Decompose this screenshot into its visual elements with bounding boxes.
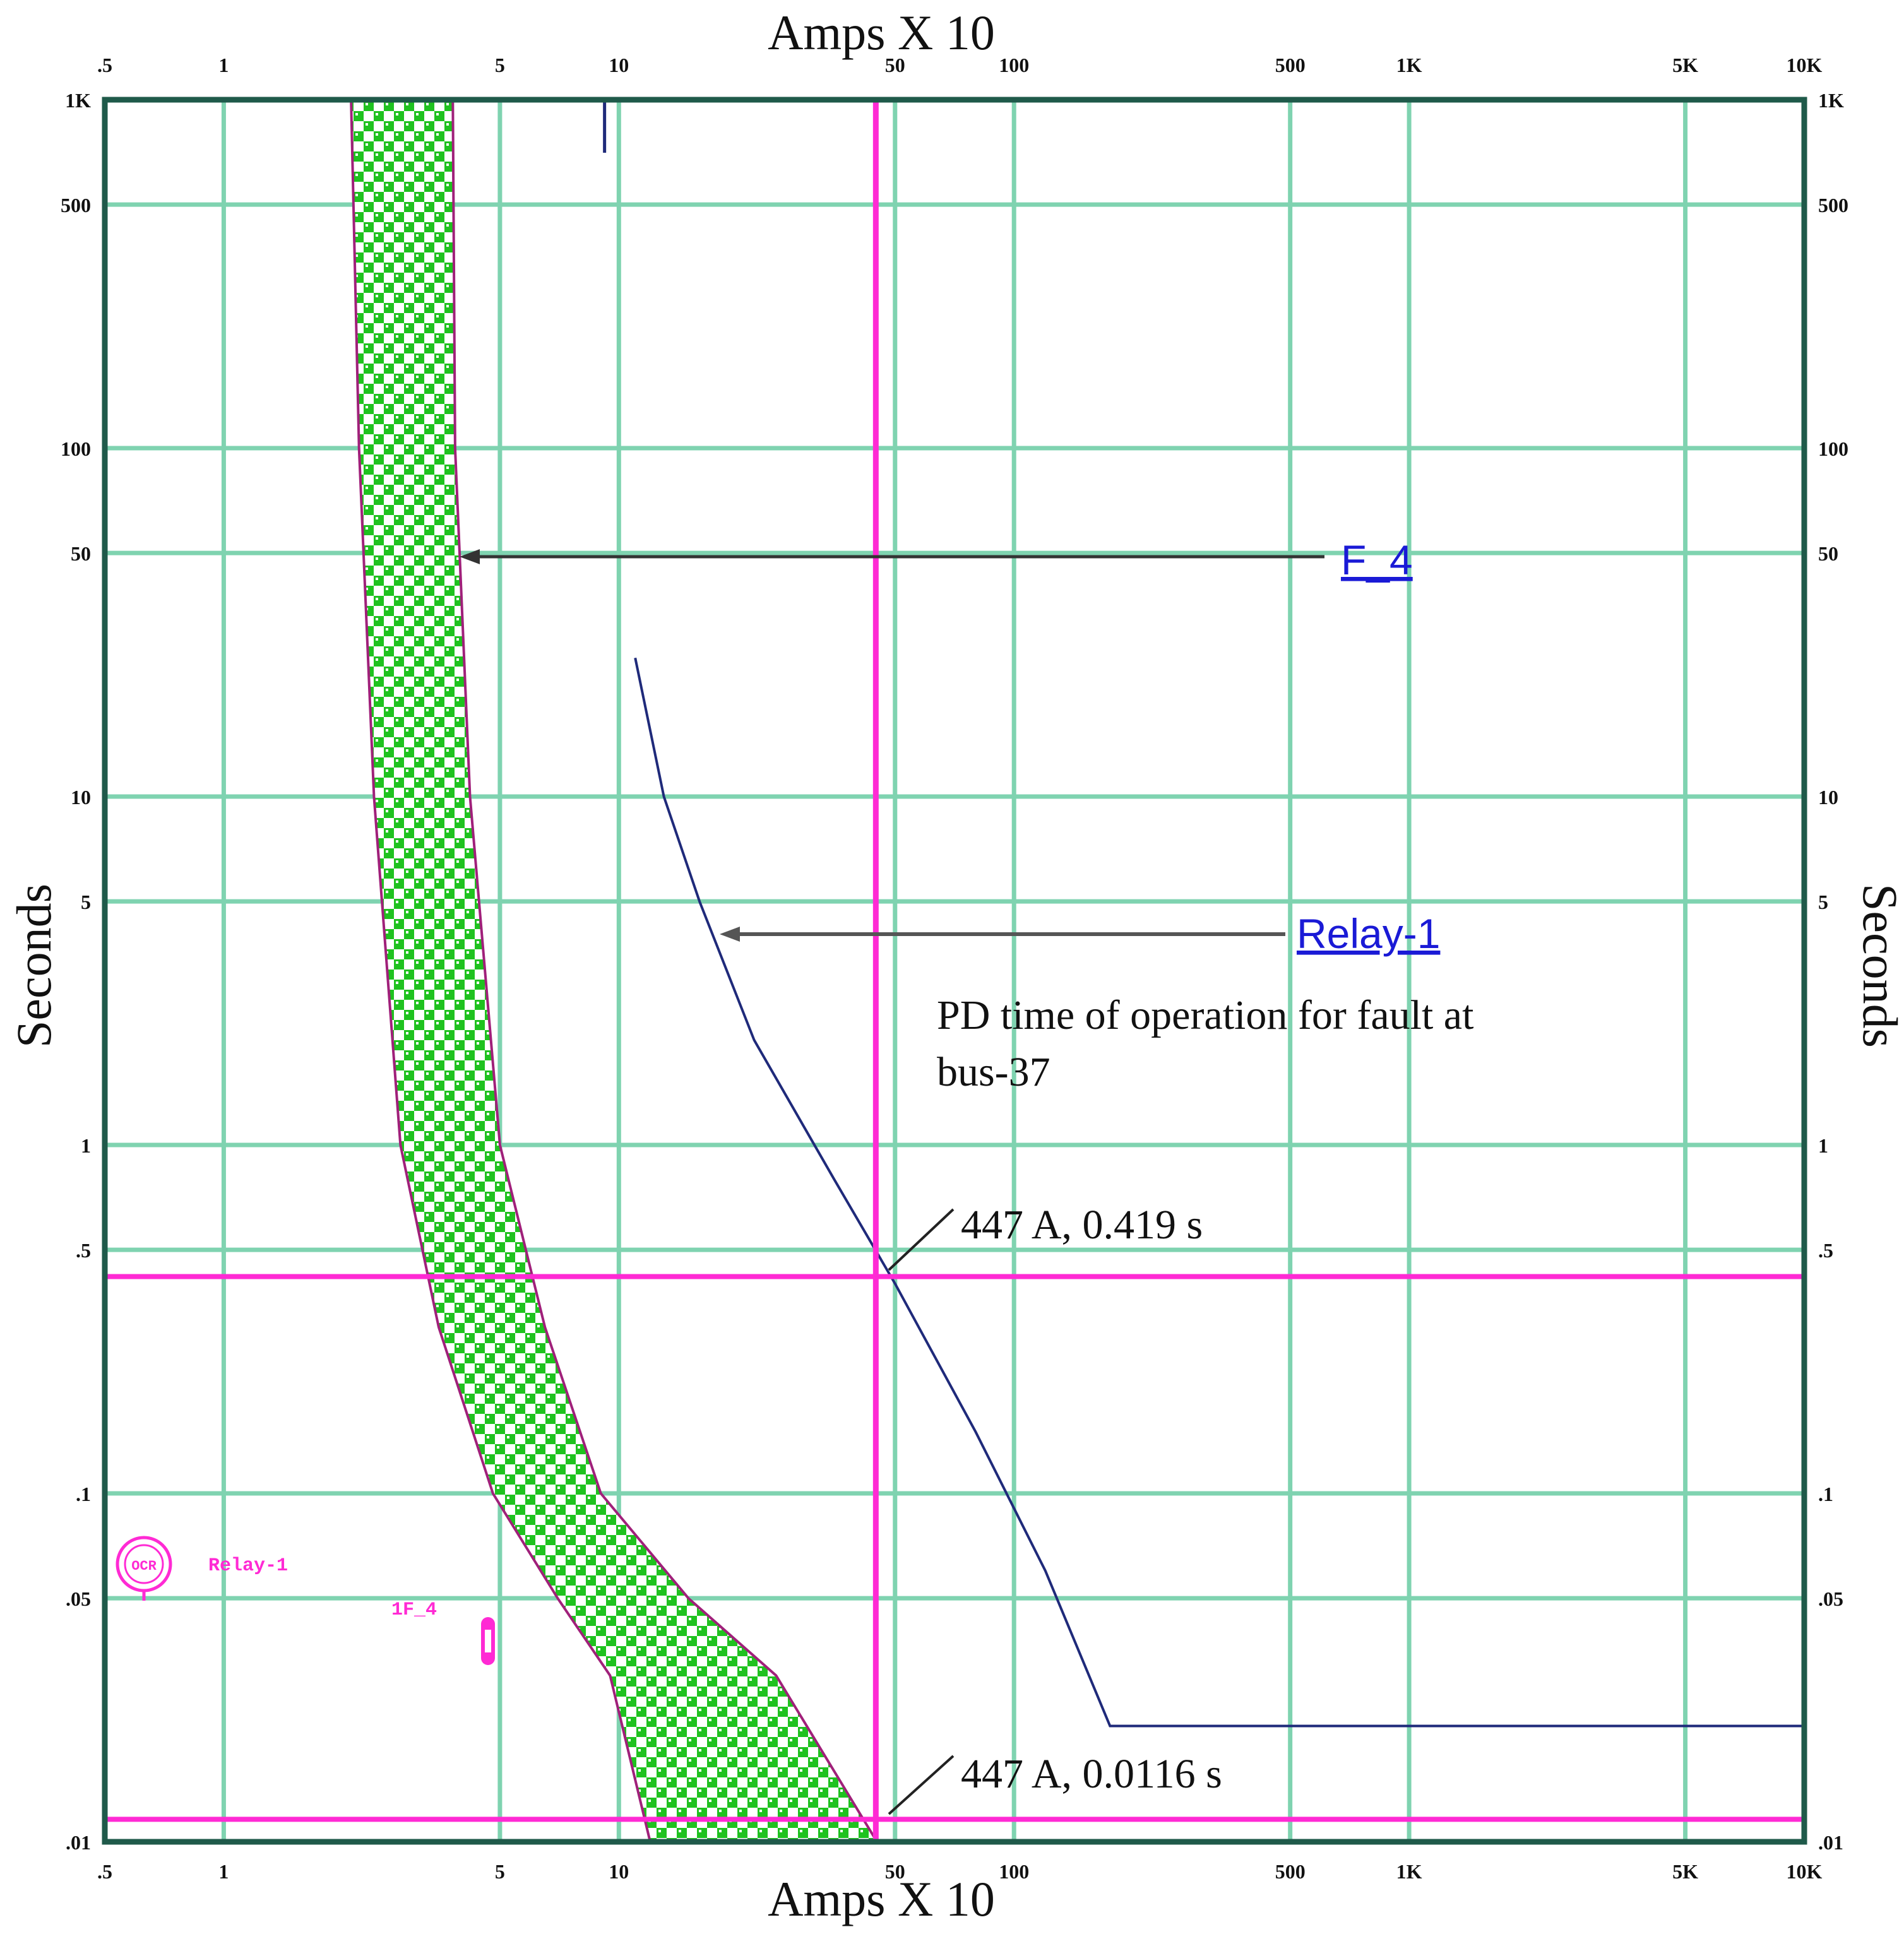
- y-tick-left-1: 1: [81, 1134, 91, 1157]
- x-tick-top-50: 50: [885, 54, 905, 76]
- y-tick-right-500: 500: [1818, 194, 1848, 216]
- y-tick-right-.1: .1: [1818, 1483, 1833, 1505]
- y-tick-right-10: 10: [1818, 786, 1838, 809]
- y-tick-left-.05: .05: [66, 1587, 91, 1610]
- fuse-legend-icon: [481, 1617, 495, 1665]
- x-tick-bottom-10: 10: [609, 1860, 629, 1883]
- x-tick-bottom-50: 50: [885, 1860, 905, 1883]
- annotation-1-leader: [888, 1208, 955, 1271]
- annotation-1-text: 447 A, 0.419 s: [961, 1202, 1203, 1248]
- y-axis-title-right: Seconds: [1853, 884, 1904, 1048]
- x-tick-top-.5: .5: [97, 54, 112, 76]
- y-tick-left-.5: .5: [76, 1239, 91, 1262]
- f4-fuse-band: [350, 99, 878, 1843]
- f4-label: F_4: [1341, 537, 1413, 583]
- x-tick-bottom-1: 1: [218, 1860, 229, 1883]
- annotations: F_4 Relay-1 PD time of operation for fau…: [460, 537, 1473, 1815]
- grid-lines: [105, 100, 1804, 1842]
- svg-text:OCR: OCR: [131, 1558, 157, 1574]
- x-tick-bottom-500: 500: [1275, 1860, 1306, 1883]
- x-tick-bottom-5K: 5K: [1672, 1860, 1698, 1883]
- x-tick-bottom-10K: 10K: [1787, 1860, 1823, 1883]
- x-tick-top-5: 5: [495, 54, 505, 76]
- f4-band-fill: [351, 100, 878, 1842]
- relay-1-curve-group: [603, 100, 1804, 1728]
- annotation-2-text: 447 A, 0.0116 s: [961, 1751, 1222, 1797]
- fuse-legend-label: 1F_4: [391, 1599, 437, 1621]
- y-tick-left-5: 5: [81, 891, 91, 913]
- f4-leader-arrowhead: [460, 549, 480, 564]
- tick-labels: .5 .5 1 1 5 5 10 10 50 50 100 100 500 500 1K 1K 5K 5K 10K 1…: [61, 54, 1848, 1883]
- relay-1-curve: [634, 657, 1804, 1728]
- pd-note-line-2: bus-37: [937, 1049, 1050, 1095]
- relay-leader-arrowhead: [720, 927, 740, 942]
- x-tick-bottom-1K: 1K: [1396, 1860, 1422, 1883]
- y-tick-left-500: 500: [61, 194, 91, 216]
- relay-legend-icon: OCR: [116, 1536, 172, 1601]
- axis-titles: Amps X 10 Amps X 10 Seconds Seconds: [6, 5, 1904, 1926]
- y-tick-right-1: 1: [1818, 1134, 1828, 1157]
- x-tick-top-5K: 5K: [1672, 54, 1698, 76]
- f4-total-clear-curve: [451, 99, 878, 1843]
- plot-frame: [102, 97, 1807, 1845]
- y-tick-right-5: 5: [1818, 891, 1828, 913]
- y-tick-left-50: 50: [71, 542, 91, 565]
- y-tick-right-.01: .01: [1818, 1831, 1843, 1854]
- x-tick-top-1K: 1K: [1396, 54, 1422, 76]
- y-tick-left-100: 100: [61, 437, 91, 460]
- y-tick-left-10: 10: [71, 786, 91, 809]
- device-legend: OCR Relay-1 1F_4: [116, 1536, 495, 1665]
- x-tick-bottom-.5: .5: [97, 1860, 112, 1883]
- relay-label: Relay-1: [1297, 910, 1440, 957]
- y-tick-left-.1: .1: [76, 1483, 91, 1505]
- plot-border: [102, 97, 1807, 1845]
- pd-note-line-1: PD time of operation for fault at: [937, 992, 1473, 1038]
- x-tick-top-1: 1: [218, 54, 229, 76]
- relay-legend-label: Relay-1: [208, 1555, 288, 1577]
- reference-lines: [105, 100, 1804, 1842]
- x-tick-bottom-5: 5: [495, 1860, 505, 1883]
- y-tick-right-.05: .05: [1818, 1587, 1843, 1610]
- y-tick-right-1K: 1K: [1818, 89, 1844, 112]
- y-tick-left-.01: .01: [66, 1831, 91, 1854]
- y-tick-left-1K: 1K: [65, 89, 91, 112]
- x-tick-bottom-100: 100: [999, 1860, 1029, 1883]
- x-axis-title-top: Amps X 10: [768, 5, 995, 60]
- x-tick-top-10K: 10K: [1787, 54, 1823, 76]
- x-tick-top-10: 10: [609, 54, 629, 76]
- y-tick-right-100: 100: [1818, 437, 1848, 460]
- y-tick-right-50: 50: [1818, 542, 1838, 565]
- y-axis-title-left: Seconds: [6, 884, 61, 1048]
- x-tick-top-500: 500: [1275, 54, 1306, 76]
- y-tick-right-.5: .5: [1818, 1239, 1833, 1262]
- x-tick-top-100: 100: [999, 54, 1029, 76]
- x-axis-title-bottom: Amps X 10: [768, 1871, 995, 1926]
- f4-minimum-melt-curve: [350, 99, 652, 1842]
- annotation-2-leader: [888, 1755, 955, 1815]
